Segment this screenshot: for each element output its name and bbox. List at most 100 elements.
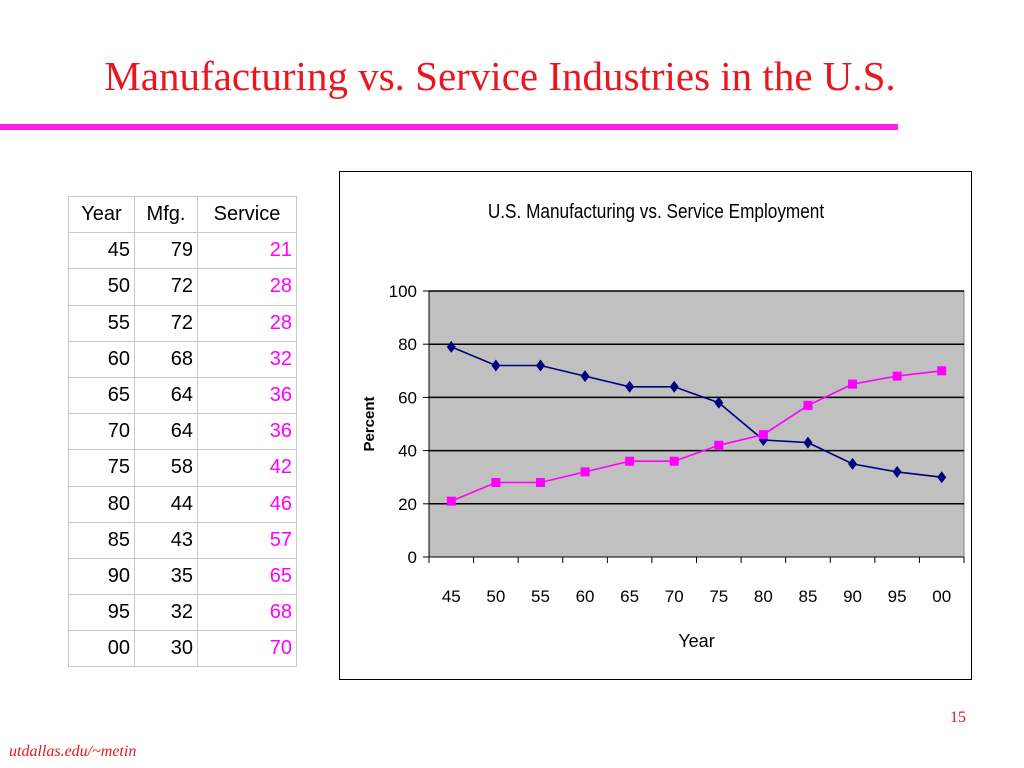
service-cell: 46 bbox=[197, 485, 297, 523]
service-cell: 70 bbox=[197, 630, 297, 668]
service-cell: 65 bbox=[197, 557, 297, 596]
table-row: 60 68 32 bbox=[68, 340, 297, 378]
year-cell: 80 bbox=[68, 485, 135, 523]
table-row: 90 35 65 bbox=[68, 557, 297, 596]
table-row: 75 58 42 bbox=[68, 449, 297, 487]
series-0-point bbox=[580, 370, 590, 383]
x-tick-label: 90 bbox=[843, 587, 862, 606]
data-table: Year Mfg. Service 45 79 21 50 72 28 55 72 28 60 68… bbox=[68, 195, 297, 668]
year-cell: 50 bbox=[68, 268, 135, 306]
series-0-point bbox=[446, 340, 456, 353]
x-tick-label: 45 bbox=[442, 587, 461, 606]
year-cell: 90 bbox=[68, 557, 135, 596]
footer-url: utdallas.edu/~metin bbox=[9, 743, 137, 760]
header-mfg: Mfg. bbox=[134, 195, 198, 234]
y-tick-label: 40 bbox=[398, 442, 417, 461]
y-tick-label: 0 bbox=[408, 548, 417, 567]
y-tick-label: 80 bbox=[398, 335, 417, 354]
x-tick-label: 60 bbox=[576, 587, 595, 606]
y-tick-label: 20 bbox=[398, 495, 417, 514]
x-tick-label: 55 bbox=[531, 587, 550, 606]
table-row: 65 64 36 bbox=[68, 376, 297, 415]
series-1-point bbox=[669, 456, 679, 466]
service-cell: 57 bbox=[197, 521, 297, 559]
table-row: 00 30 70 bbox=[68, 630, 297, 668]
mfg-cell: 68 bbox=[134, 340, 198, 378]
table-body: 45 79 21 50 72 28 55 72 28 60 68 32 65 64 36 70 64 36 75 58… bbox=[68, 232, 297, 668]
mfg-cell: 72 bbox=[134, 268, 198, 306]
series-1-line bbox=[450, 370, 942, 502]
mfg-cell: 44 bbox=[134, 485, 198, 523]
header-year: Year bbox=[68, 195, 135, 234]
header-service: Service bbox=[197, 195, 297, 234]
series-1-point bbox=[625, 456, 635, 466]
series-0-point bbox=[848, 457, 858, 470]
series-0-point bbox=[937, 471, 947, 484]
series-1-point bbox=[803, 400, 813, 410]
mfg-cell: 79 bbox=[134, 232, 198, 270]
plot-area bbox=[428, 290, 965, 558]
series-0-point bbox=[535, 359, 545, 372]
mfg-cell: 64 bbox=[134, 376, 198, 415]
year-cell: 60 bbox=[68, 340, 135, 378]
series-1-point bbox=[937, 366, 947, 376]
series-1-point bbox=[535, 478, 545, 488]
x-tick-label: 80 bbox=[754, 587, 773, 606]
year-cell: 70 bbox=[68, 413, 135, 451]
table-row: 45 79 21 bbox=[68, 232, 297, 270]
page-number: 15 bbox=[950, 709, 966, 726]
x-tick-label: 00 bbox=[932, 587, 951, 606]
service-cell: 36 bbox=[197, 413, 297, 451]
year-cell: 75 bbox=[68, 449, 135, 487]
series-0-point bbox=[625, 380, 635, 393]
chart-frame: U.S. Manufacturing vs. Service Employmen… bbox=[339, 171, 972, 680]
x-tick-label: 75 bbox=[709, 587, 728, 606]
table-row: 85 43 57 bbox=[68, 521, 297, 559]
year-cell: 95 bbox=[68, 594, 135, 632]
series-1-point bbox=[758, 430, 768, 440]
mfg-cell: 35 bbox=[134, 557, 198, 596]
table-header-row: Year Mfg. Service bbox=[68, 195, 297, 234]
year-cell: 85 bbox=[68, 521, 135, 559]
series-1-point bbox=[714, 440, 724, 450]
series-0-point bbox=[803, 436, 813, 449]
mfg-cell: 72 bbox=[134, 304, 198, 342]
year-cell: 00 bbox=[68, 630, 135, 668]
mfg-cell: 58 bbox=[134, 449, 198, 487]
series-0-point bbox=[669, 380, 679, 393]
year-cell: 65 bbox=[68, 376, 135, 415]
line-chart: U.S. Manufacturing vs. Service Employmen… bbox=[361, 200, 965, 651]
service-cell: 28 bbox=[197, 304, 297, 342]
title-rule bbox=[0, 124, 898, 130]
mfg-cell: 30 bbox=[134, 630, 198, 668]
year-cell: 55 bbox=[68, 304, 135, 342]
year-cell: 45 bbox=[68, 232, 135, 270]
table-row: 50 72 28 bbox=[68, 268, 297, 306]
series-1-point bbox=[892, 371, 902, 381]
series-0-point bbox=[714, 396, 724, 409]
x-tick-label: 65 bbox=[620, 587, 639, 606]
y-tick-label: 100 bbox=[389, 282, 417, 301]
series-1-point bbox=[491, 478, 501, 488]
y-axis-title: Percent bbox=[361, 396, 378, 451]
service-cell: 68 bbox=[197, 594, 297, 632]
mfg-cell: 32 bbox=[134, 594, 198, 632]
x-tick-label: 50 bbox=[486, 587, 505, 606]
series-0-line bbox=[450, 346, 942, 478]
series-1-point bbox=[848, 379, 858, 389]
mfg-cell: 64 bbox=[134, 413, 198, 451]
service-cell: 36 bbox=[197, 376, 297, 415]
service-cell: 42 bbox=[197, 449, 297, 487]
y-tick-label: 60 bbox=[398, 388, 417, 407]
mfg-cell: 43 bbox=[134, 521, 198, 559]
x-axis-title: Year bbox=[678, 631, 714, 651]
x-tick-label: 95 bbox=[888, 587, 907, 606]
service-cell: 21 bbox=[197, 232, 297, 270]
table-row: 95 32 68 bbox=[68, 594, 297, 632]
series-1-point bbox=[446, 496, 456, 506]
series-0-point bbox=[892, 465, 902, 478]
series-1-point bbox=[580, 467, 590, 477]
slide-title: Manufacturing vs. Service Industries in … bbox=[104, 53, 896, 99]
table-row: 80 44 46 bbox=[68, 485, 297, 523]
service-cell: 28 bbox=[197, 268, 297, 306]
